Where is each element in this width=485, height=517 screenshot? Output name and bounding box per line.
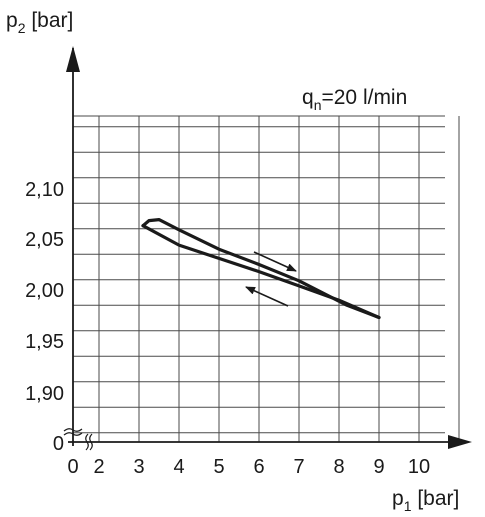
x-tick-label: 9 xyxy=(373,456,384,478)
x-tick-label: 6 xyxy=(253,456,264,478)
y-axis-break-icon xyxy=(63,428,83,436)
y-tick-label: 0 xyxy=(53,433,64,455)
x-tick-label: 10 xyxy=(408,456,430,478)
x-tick-label: 0 xyxy=(67,456,78,478)
arrow-decreasing-icon xyxy=(245,286,289,307)
axes xyxy=(63,46,472,451)
y-tick-label: 1,95 xyxy=(25,331,64,353)
curve-branch-left xyxy=(141,218,381,320)
y-tick-label: 2,00 xyxy=(25,280,64,302)
y-tick-label: 2,10 xyxy=(25,179,64,201)
arrow-increasing-icon xyxy=(253,251,297,272)
y-tick-label: 2,05 xyxy=(25,229,64,251)
x-tick-label: 2 xyxy=(93,456,104,478)
y-tick-label: 1,90 xyxy=(25,383,64,405)
x-tick-label: 8 xyxy=(333,456,344,478)
hysteresis-curve xyxy=(141,218,381,320)
x-axis-arrow xyxy=(448,435,472,449)
x-tick-label: 3 xyxy=(133,456,144,478)
y-axis-arrow xyxy=(66,46,80,72)
x-tick-label: 4 xyxy=(173,456,184,478)
flow-annotation: qn=20 l/min xyxy=(302,86,407,113)
x-axis-label: p1 [bar] xyxy=(392,487,459,514)
x-tick-label: 5 xyxy=(213,456,224,478)
x-axis-break-icon xyxy=(85,433,93,451)
x-tick-label: 7 xyxy=(293,456,304,478)
grid xyxy=(73,115,460,442)
direction-arrows xyxy=(245,251,297,307)
y-axis-label: p2 [bar] xyxy=(6,9,73,36)
